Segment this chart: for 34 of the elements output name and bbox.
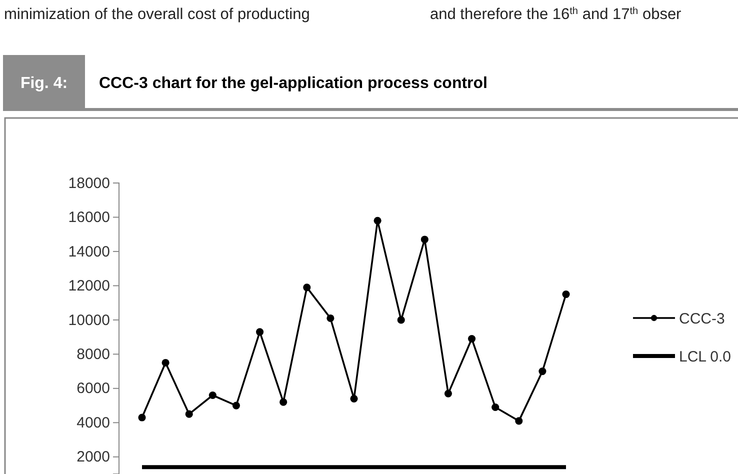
y-tick-label: 8000 xyxy=(76,346,110,363)
text: minimization of the overall cost of producting xyxy=(4,6,310,23)
point xyxy=(538,368,546,376)
y-tick-label: 14000 xyxy=(68,243,110,260)
chart-title: CCC-3 chart for the gel-application process control xyxy=(99,75,488,92)
point xyxy=(162,358,170,367)
point xyxy=(350,394,358,402)
y-tick-label: 4000 xyxy=(76,414,110,432)
point xyxy=(303,284,311,292)
point xyxy=(138,414,146,422)
point xyxy=(444,390,452,398)
y-tick-label: 10000 xyxy=(68,312,110,329)
point xyxy=(397,316,405,324)
legend-label: CCC-3 xyxy=(679,310,725,328)
text: and therefore the 16$^{th}$ and 17$^{th}$ obser xyxy=(430,6,682,23)
point xyxy=(256,328,264,336)
point xyxy=(185,410,193,418)
caption: Fig. 4: xyxy=(20,75,68,92)
point xyxy=(326,314,334,322)
y-tick-label: 18000 xyxy=(68,174,110,192)
point xyxy=(208,391,216,400)
point xyxy=(374,216,382,224)
legend-label: LCL 0.0 xyxy=(679,348,731,366)
point xyxy=(468,334,476,343)
y-tick-label: 6000 xyxy=(76,380,110,398)
point xyxy=(280,398,288,406)
point xyxy=(492,403,500,412)
point xyxy=(562,290,570,298)
y-tick-label: 2000 xyxy=(76,448,110,466)
point xyxy=(515,417,523,425)
point xyxy=(420,236,428,244)
point xyxy=(232,402,240,410)
y-tick-label: 16000 xyxy=(68,209,110,226)
y-tick-label: 12000 xyxy=(68,278,110,295)
